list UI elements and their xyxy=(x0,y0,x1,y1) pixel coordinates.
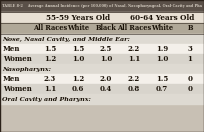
Text: 55-59 Years Old: 55-59 Years Old xyxy=(46,13,110,22)
Text: 2.3: 2.3 xyxy=(44,75,56,83)
Bar xyxy=(0,44,204,54)
Bar xyxy=(0,74,204,84)
Text: White: White xyxy=(151,25,173,32)
Text: Men: Men xyxy=(3,75,20,83)
Text: Women: Women xyxy=(3,55,32,63)
Text: 2.5: 2.5 xyxy=(100,45,112,53)
Text: Nasopharynx:: Nasopharynx: xyxy=(2,67,51,72)
Bar xyxy=(0,34,204,44)
Text: 1.9: 1.9 xyxy=(156,45,168,53)
Text: Women: Women xyxy=(3,85,32,93)
Text: 1: 1 xyxy=(187,55,192,63)
Text: Nose, Nasal Cavity, and Middle Ear:: Nose, Nasal Cavity, and Middle Ear: xyxy=(2,37,130,41)
Text: 60-64 Years Old: 60-64 Years Old xyxy=(130,13,194,22)
Text: 1.1: 1.1 xyxy=(44,85,56,93)
Text: 0.4: 0.4 xyxy=(100,85,112,93)
Text: Men: Men xyxy=(3,45,20,53)
Text: 2.2: 2.2 xyxy=(128,75,140,83)
Text: 1.5: 1.5 xyxy=(44,45,56,53)
Text: 1.5: 1.5 xyxy=(156,75,168,83)
Bar xyxy=(0,64,204,74)
Text: 0.8: 0.8 xyxy=(128,85,140,93)
Text: 2.2: 2.2 xyxy=(128,45,140,53)
Text: 1.0: 1.0 xyxy=(72,55,84,63)
Text: Oral Cavity and Pharynx:: Oral Cavity and Pharynx: xyxy=(2,96,91,102)
Bar xyxy=(0,12,204,23)
Text: 3: 3 xyxy=(188,45,192,53)
Text: All Races: All Races xyxy=(33,25,67,32)
Text: 1.2: 1.2 xyxy=(44,55,56,63)
Text: 1.2: 1.2 xyxy=(72,75,84,83)
Text: 1.1: 1.1 xyxy=(128,55,140,63)
Bar xyxy=(0,84,204,94)
Text: All Races: All Races xyxy=(117,25,151,32)
Text: 1.0: 1.0 xyxy=(156,55,168,63)
Bar xyxy=(0,54,204,64)
Text: 1.5: 1.5 xyxy=(72,45,84,53)
Text: TABLE 8-2    Average Annual Incidence (per 100,000) of Nasal, Nasopharyngeal, Or: TABLE 8-2 Average Annual Incidence (per … xyxy=(2,4,202,8)
Text: 0.7: 0.7 xyxy=(156,85,168,93)
Text: 2.0: 2.0 xyxy=(100,75,112,83)
Text: 0: 0 xyxy=(187,85,192,93)
Text: B: B xyxy=(187,25,193,32)
Bar xyxy=(0,23,204,34)
Text: Black: Black xyxy=(95,25,116,32)
Bar xyxy=(0,0,204,12)
Text: 0.6: 0.6 xyxy=(72,85,84,93)
Text: 0: 0 xyxy=(187,75,192,83)
Text: White: White xyxy=(67,25,89,32)
Text: 1.0: 1.0 xyxy=(100,55,112,63)
Bar xyxy=(0,94,204,104)
